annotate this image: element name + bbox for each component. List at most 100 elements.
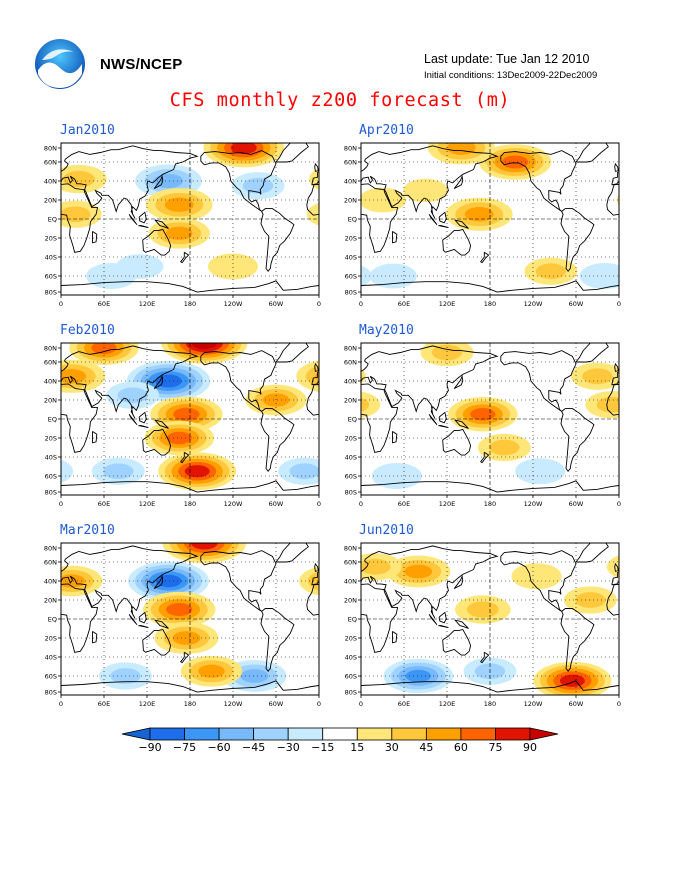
panel-title-feb: Feb2010 — [60, 323, 115, 338]
coastline — [138, 611, 147, 624]
coastline — [500, 350, 577, 412]
coastline — [306, 583, 319, 616]
lon-tick-label: 0 — [317, 700, 321, 708]
coastline — [606, 183, 619, 216]
lat-tick-label: 60N — [44, 159, 57, 167]
colorbar-label: −45 — [242, 741, 265, 754]
coastline — [428, 214, 438, 225]
lon-tick-label: 120W — [224, 300, 243, 308]
coastline — [500, 550, 577, 612]
coastline — [560, 608, 595, 673]
coastline — [128, 614, 138, 625]
coastline — [92, 431, 98, 444]
coastline — [575, 343, 609, 363]
lon-tick-label: 120W — [224, 500, 243, 508]
coastline — [128, 214, 138, 225]
coastline — [428, 414, 438, 425]
coastline — [92, 631, 98, 644]
coastline — [454, 219, 469, 229]
anomaly-contour — [165, 226, 193, 240]
lat-tick-label: 20S — [345, 235, 357, 243]
lon-tick-label: 0 — [59, 300, 63, 308]
coastline — [454, 619, 469, 629]
lon-tick-label: 60E — [98, 300, 110, 308]
coastline — [392, 631, 398, 644]
colorbar-min-arrow — [121, 727, 151, 741]
page-title: CFS monthly z200 forecast (m) — [169, 90, 511, 111]
lon-tick-label: 180 — [184, 500, 196, 508]
lat-tick-label: 60S — [345, 673, 357, 681]
coastline — [61, 383, 99, 453]
panel-title-mar: Mar2010 — [60, 523, 115, 538]
lon-tick-label: 0 — [59, 700, 63, 708]
coastline — [480, 251, 490, 264]
lat-tick-label: EQ — [48, 216, 57, 224]
coastline — [442, 428, 472, 456]
anomaly-contour — [361, 265, 372, 287]
anomaly-contour — [489, 439, 520, 456]
lat-tick-label: 20N — [44, 397, 57, 405]
coastline — [560, 208, 595, 273]
anomaly-contour — [61, 369, 87, 384]
lat-tick-label: 40N — [44, 178, 57, 186]
lat-tick-label: 80N — [44, 345, 57, 353]
coastline — [61, 480, 319, 493]
lat-tick-label: 40N — [344, 178, 357, 186]
anomaly-contour — [403, 178, 448, 203]
lat-tick-label: 60N — [344, 159, 357, 167]
colorbar-swatch — [287, 727, 324, 741]
coastline — [154, 219, 169, 229]
colorbar-label: 15 — [350, 741, 364, 754]
coastline — [438, 625, 449, 628]
lon-tick-label: 180 — [484, 300, 496, 308]
lon-tick-label: 120W — [524, 700, 543, 708]
coastline — [260, 408, 295, 473]
coastline — [614, 562, 619, 572]
lat-tick-label: 40S — [45, 454, 57, 462]
anomaly-contour — [596, 396, 619, 413]
coastline — [438, 411, 447, 424]
coastline — [606, 583, 619, 616]
colorbar-label: 75 — [488, 741, 502, 754]
anomaly-contour — [208, 253, 258, 280]
lat-tick-label: 40N — [344, 378, 357, 386]
lat-tick-label: 40N — [44, 378, 57, 386]
lon-tick-label: 60W — [569, 300, 584, 308]
lat-tick-label: 20S — [345, 635, 357, 643]
lon-tick-label: 180 — [484, 700, 496, 708]
colorbar-max-arrow — [529, 727, 559, 741]
colorbar-label: −30 — [277, 741, 300, 754]
lat-tick-label: EQ — [48, 616, 57, 624]
agency-label: NWS/NCEP — [100, 56, 183, 73]
anomaly-contour — [61, 206, 91, 223]
lat-tick-label: 20N — [44, 597, 57, 605]
anomaly-contour — [315, 371, 319, 382]
lat-tick-label: EQ — [48, 416, 57, 424]
lon-tick-label: 60E — [398, 500, 410, 508]
lat-tick-label: 40S — [345, 254, 357, 262]
lat-tick-label: EQ — [348, 616, 357, 624]
anomaly-contour — [431, 344, 463, 361]
lat-tick-label: 20N — [344, 197, 357, 205]
anomaly-contour — [361, 397, 370, 412]
panel-title-jan: Jan2010 — [60, 123, 115, 138]
coastline — [575, 543, 609, 563]
anomaly-contour — [515, 458, 566, 485]
coastline — [306, 183, 319, 216]
colorbar-label: 90 — [523, 741, 537, 754]
last-update-text: Last update: Tue Jan 12 2010 — [424, 52, 590, 66]
coastline — [361, 145, 499, 219]
anomaly-contour — [361, 391, 381, 418]
lon-tick-label: 180 — [184, 700, 196, 708]
lat-tick-label: 60S — [45, 673, 57, 681]
coastline — [61, 545, 199, 619]
coastline — [180, 451, 190, 464]
coastline — [392, 231, 398, 244]
coastline — [314, 562, 319, 572]
anomaly-contour — [289, 463, 319, 480]
